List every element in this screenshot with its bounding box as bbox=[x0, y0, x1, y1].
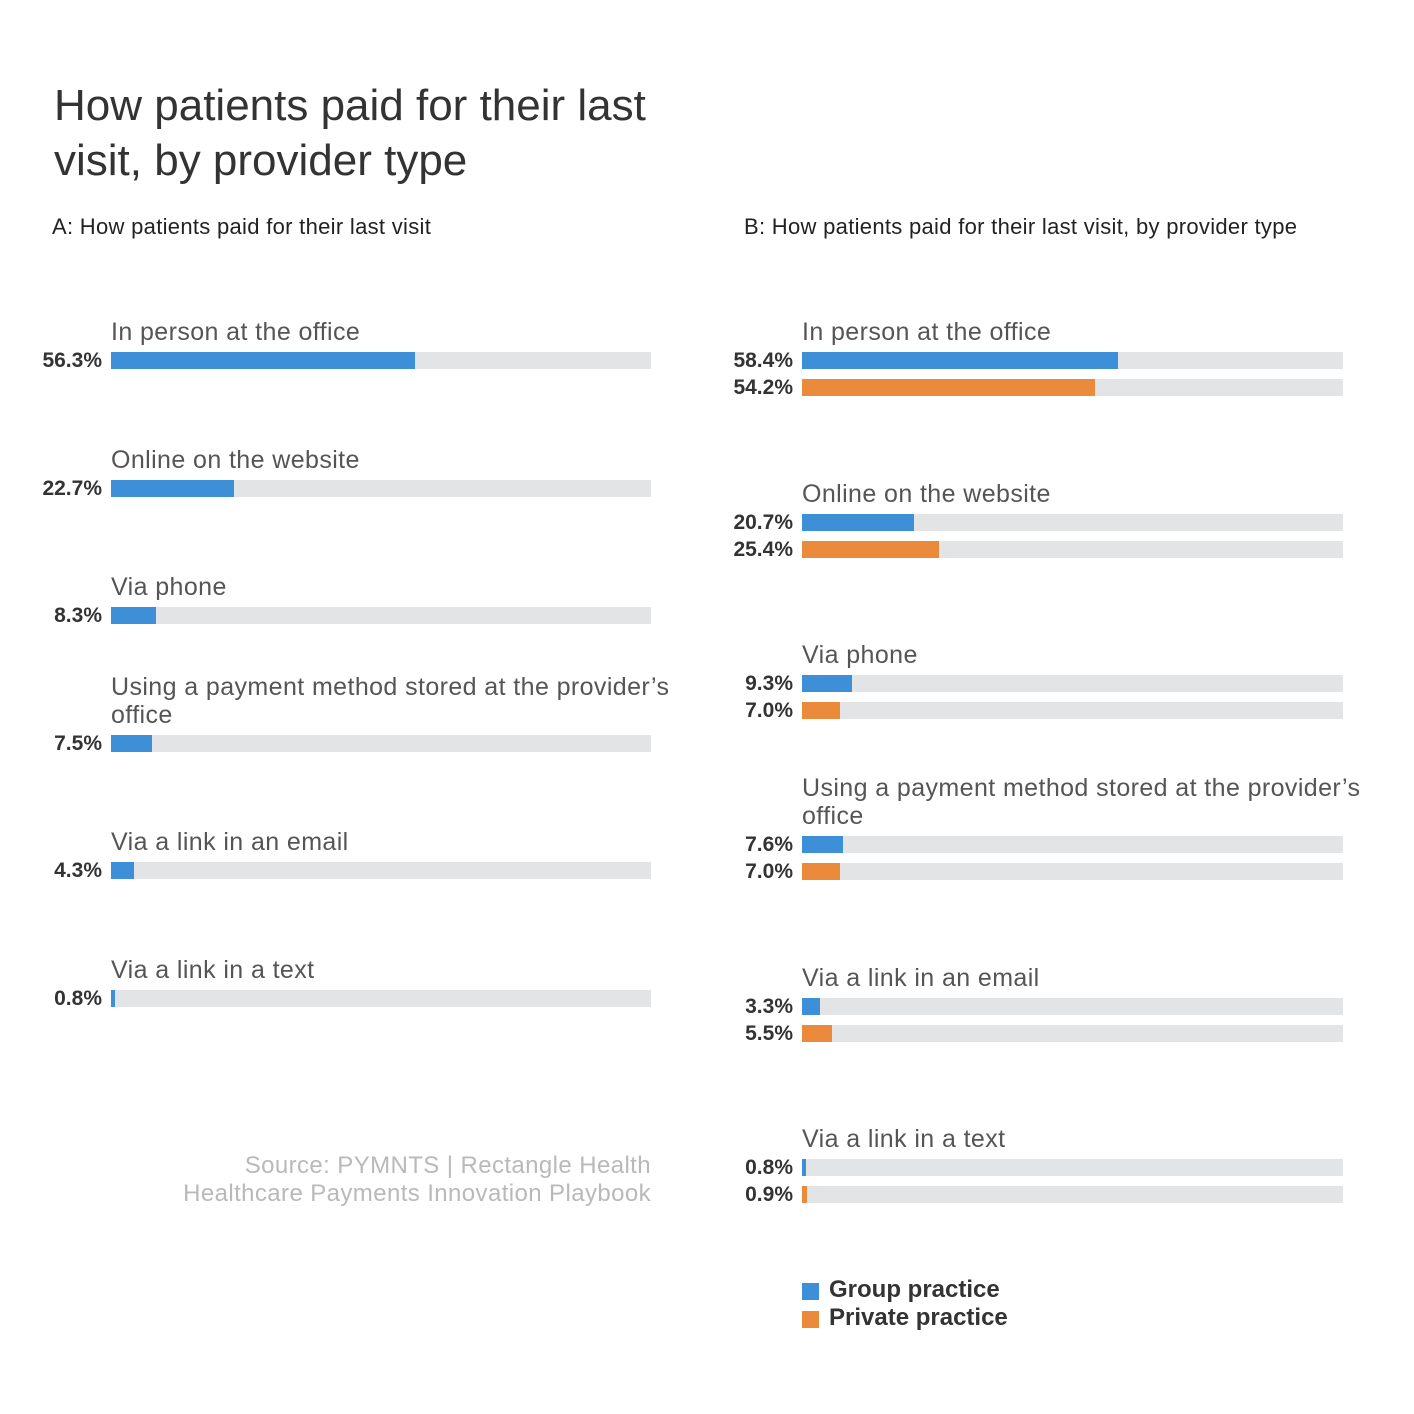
bar-b-group-1 bbox=[802, 514, 914, 531]
bar-track bbox=[111, 607, 651, 624]
source-note: Source: PYMNTS | Rectangle Health Health… bbox=[50, 1152, 651, 1208]
bar-b-private-1 bbox=[802, 541, 940, 558]
category-label: Using a payment method stored at the pro… bbox=[802, 774, 1361, 830]
bar-track bbox=[802, 863, 1343, 880]
bar-track bbox=[111, 352, 651, 369]
value-label: 4.3% bbox=[54, 859, 102, 882]
value-label: 56.3% bbox=[42, 349, 102, 372]
legend-label-private: Private practice bbox=[829, 1304, 1008, 1331]
value-label: 8.3% bbox=[54, 604, 102, 627]
bar-track bbox=[802, 702, 1343, 719]
value-label: 0.9% bbox=[745, 1183, 793, 1206]
legend-swatch-group bbox=[802, 1283, 819, 1300]
value-label: 20.7% bbox=[733, 511, 793, 534]
bar-track bbox=[802, 675, 1343, 692]
value-label: 5.5% bbox=[745, 1022, 793, 1045]
legend-label-group: Group practice bbox=[829, 1276, 1000, 1303]
category-label: In person at the office bbox=[111, 318, 361, 346]
bar-track bbox=[802, 352, 1343, 369]
value-label: 0.8% bbox=[745, 1156, 793, 1179]
bar-b-group-4 bbox=[802, 998, 820, 1015]
bar-track bbox=[802, 836, 1343, 853]
category-label: In person at the office bbox=[802, 318, 1052, 346]
bar-a-all-1 bbox=[111, 480, 234, 497]
category-label: Via phone bbox=[802, 641, 918, 669]
bar-track bbox=[802, 1025, 1343, 1042]
category-label: Via a link in an email bbox=[111, 828, 349, 856]
value-label: 25.4% bbox=[733, 538, 793, 561]
bar-a-all-5 bbox=[111, 990, 116, 1007]
bar-track bbox=[802, 379, 1343, 396]
value-label: 7.0% bbox=[745, 860, 793, 883]
value-label: 22.7% bbox=[42, 477, 102, 500]
bar-track bbox=[802, 1159, 1343, 1176]
value-label: 3.3% bbox=[745, 995, 793, 1018]
category-label: Via a link in a text bbox=[802, 1125, 1006, 1153]
value-label: 7.5% bbox=[54, 732, 102, 755]
category-label: Via a link in an email bbox=[802, 964, 1040, 992]
value-label: 58.4% bbox=[733, 349, 793, 372]
bar-track bbox=[111, 480, 651, 497]
category-label: Using a payment method stored at the pro… bbox=[111, 673, 670, 729]
panel-a-title: A: How patients paid for their last visi… bbox=[52, 214, 432, 239]
bar-b-group-3 bbox=[802, 836, 844, 853]
bar-a-all-3 bbox=[111, 735, 152, 752]
source-line-2: Healthcare Payments Innovation Playbook bbox=[183, 1180, 651, 1207]
value-label: 54.2% bbox=[733, 376, 793, 399]
bar-track bbox=[802, 541, 1343, 558]
bar-track bbox=[802, 998, 1343, 1015]
legend-swatch-private bbox=[802, 1311, 819, 1328]
panel-b-title: B: How patients paid for their last visi… bbox=[744, 214, 1298, 239]
value-label: 7.6% bbox=[745, 833, 793, 856]
bar-track bbox=[111, 990, 651, 1007]
bar-track bbox=[111, 862, 651, 879]
bar-a-all-2 bbox=[111, 607, 156, 624]
category-label: Online on the website bbox=[802, 480, 1051, 508]
bar-b-private-4 bbox=[802, 1025, 832, 1042]
chart-title: How patients paid for their last visit, … bbox=[54, 81, 646, 185]
bar-track bbox=[802, 1186, 1343, 1203]
category-label: Via phone bbox=[111, 573, 227, 601]
bar-track bbox=[111, 735, 651, 752]
bar-b-private-2 bbox=[802, 702, 840, 719]
bar-b-private-0 bbox=[802, 379, 1096, 396]
bar-b-group-0 bbox=[802, 352, 1118, 369]
bar-b-private-3 bbox=[802, 863, 840, 880]
bar-a-all-0 bbox=[111, 352, 416, 369]
value-label: 0.8% bbox=[54, 987, 102, 1010]
bar-b-group-2 bbox=[802, 675, 853, 692]
category-label: Via a link in a text bbox=[111, 956, 315, 984]
bar-track bbox=[802, 514, 1343, 531]
source-line-1: Source: PYMNTS | Rectangle Health bbox=[244, 1152, 651, 1179]
value-label: 7.0% bbox=[745, 699, 793, 722]
value-label: 9.3% bbox=[745, 672, 793, 695]
category-label: Online on the website bbox=[111, 446, 360, 474]
bar-b-group-5 bbox=[802, 1159, 807, 1176]
bar-b-private-5 bbox=[802, 1186, 807, 1203]
bar-a-all-4 bbox=[111, 862, 135, 879]
